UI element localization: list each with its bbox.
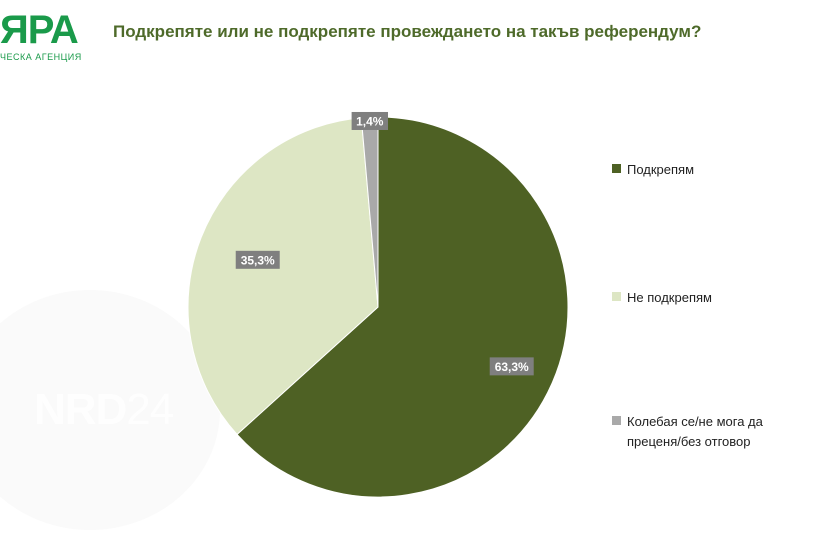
data-label-box bbox=[235, 250, 280, 269]
watermark-bold: NRD bbox=[34, 385, 127, 434]
chart-title: Подкрепяте или не подкрепяте провежданет… bbox=[113, 22, 702, 41]
data-label-text: 1,4% bbox=[356, 114, 384, 128]
logo-subtext: ЧЕСКА АГЕНЦИЯ bbox=[0, 52, 82, 62]
watermark-thin: 24 bbox=[126, 385, 174, 434]
legend-item: Не подкрепям bbox=[612, 288, 712, 308]
data-label-text: 63,3% bbox=[495, 360, 529, 374]
legend-label: Подкрепям bbox=[627, 162, 695, 177]
legend-item: Колебая се/не мога да преценя/без отгово… bbox=[612, 412, 817, 452]
legend-swatch bbox=[612, 164, 621, 173]
legend-label: Колебая се/не мога да преценя/без отгово… bbox=[627, 414, 763, 449]
legend-swatch bbox=[612, 416, 621, 425]
data-label: 35,3% bbox=[235, 250, 280, 269]
data-label-box bbox=[489, 357, 534, 376]
data-label-text: 35,3% bbox=[241, 253, 275, 267]
data-label: 63,3% bbox=[489, 357, 534, 376]
legend-item: Подкрепям bbox=[612, 160, 694, 180]
legend-swatch bbox=[612, 292, 621, 301]
watermark: NRD24 bbox=[34, 385, 174, 435]
pie-slice bbox=[187, 117, 379, 436]
logo: ЯРА bbox=[0, 8, 79, 52]
data-label: 1,4% bbox=[351, 111, 389, 130]
data-label-box bbox=[351, 111, 389, 130]
watermark-glow bbox=[0, 290, 220, 530]
legend-label: Не подкрепям bbox=[627, 290, 712, 305]
pie-slice bbox=[236, 116, 569, 498]
